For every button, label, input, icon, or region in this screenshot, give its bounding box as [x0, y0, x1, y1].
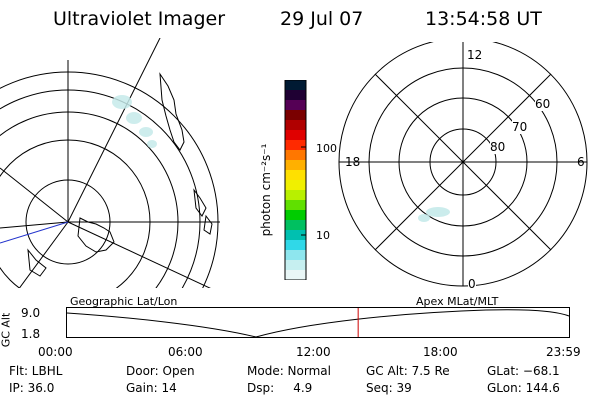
colorbar-cell [285, 200, 306, 211]
status-seq: Seq: 39 [366, 381, 412, 395]
status-dsp: Dsp: 4.9 [247, 381, 313, 395]
status-ip: IP: 36.0 [9, 381, 55, 395]
colorbar-cell [285, 140, 306, 151]
colorbar-cell [285, 170, 306, 181]
colorbar-cell [285, 250, 306, 261]
colorbar [258, 79, 308, 281]
status-glon: GLon: 144.6 [487, 381, 560, 395]
colorbar-cell [285, 210, 306, 221]
colorbar-cell [285, 120, 306, 131]
mlt-label-6: 6 [577, 155, 585, 169]
status-door: Door: Open [126, 364, 195, 378]
colorbar-unit-label: photon cm⁻²s⁻¹ [259, 143, 273, 237]
colorbar-cell [285, 260, 306, 271]
status-mode: Mode: Normal [247, 364, 331, 378]
timeline-tick-0000: 00:00 [38, 345, 73, 359]
mlat-label-80: 80 [490, 140, 506, 154]
timeline-plot [66, 307, 570, 338]
status-filter: Flt: LBHL [9, 364, 63, 378]
timeline-ymin-label: 1.8 [21, 327, 41, 341]
colorbar-cell [285, 220, 306, 231]
timeline-ymax-label: 9.0 [21, 306, 41, 320]
mlt-label-12: 12 [467, 48, 483, 62]
mlat-label-60: 60 [535, 97, 551, 111]
colorbar-cell [285, 90, 306, 101]
colorbar-cell [285, 110, 306, 121]
polar-plot [338, 42, 588, 287]
colorbar-cell [285, 80, 306, 91]
status-glat: GLat: −68.1 [487, 364, 560, 378]
mlat-label-70: 70 [512, 120, 528, 134]
colorbar-tick-100: 100 [316, 142, 337, 155]
mlt-label-18: 18 [345, 155, 361, 169]
colorbar-cell [285, 150, 306, 161]
colorbar-cell [285, 270, 306, 281]
timeline-axis-label: GC Alt [0, 312, 13, 348]
timeline-tick-0600: 06:00 [168, 345, 203, 359]
colorbar-cell [285, 230, 306, 241]
observation-date: 29 Jul 07 [280, 8, 364, 30]
instrument-title: Ultraviolet Imager [53, 8, 226, 30]
colorbar-cell [285, 160, 306, 171]
timeline-tick-1200: 12:00 [296, 345, 331, 359]
status-gain: Gain: 14 [126, 381, 177, 395]
left-projection-label: Geographic Lat/Lon [70, 295, 178, 308]
colorbar-cell [285, 130, 306, 141]
geographic-map [0, 38, 220, 288]
timeline-tick-1800: 18:00 [423, 345, 458, 359]
mlt-label-0: 0 [468, 277, 476, 291]
colorbar-cell [285, 180, 306, 191]
observation-time: 13:54:58 UT [425, 8, 542, 30]
colorbar-cell [285, 100, 306, 111]
colorbar-tick-10: 10 [316, 229, 330, 242]
colorbar-cell [285, 190, 306, 201]
right-projection-label: Apex MLat/MLT [416, 295, 499, 308]
colorbar-cell [285, 240, 306, 251]
timeline-tick-2359: 23:59 [546, 345, 581, 359]
status-gc-alt: GC Alt: 7.5 Re [366, 364, 450, 378]
